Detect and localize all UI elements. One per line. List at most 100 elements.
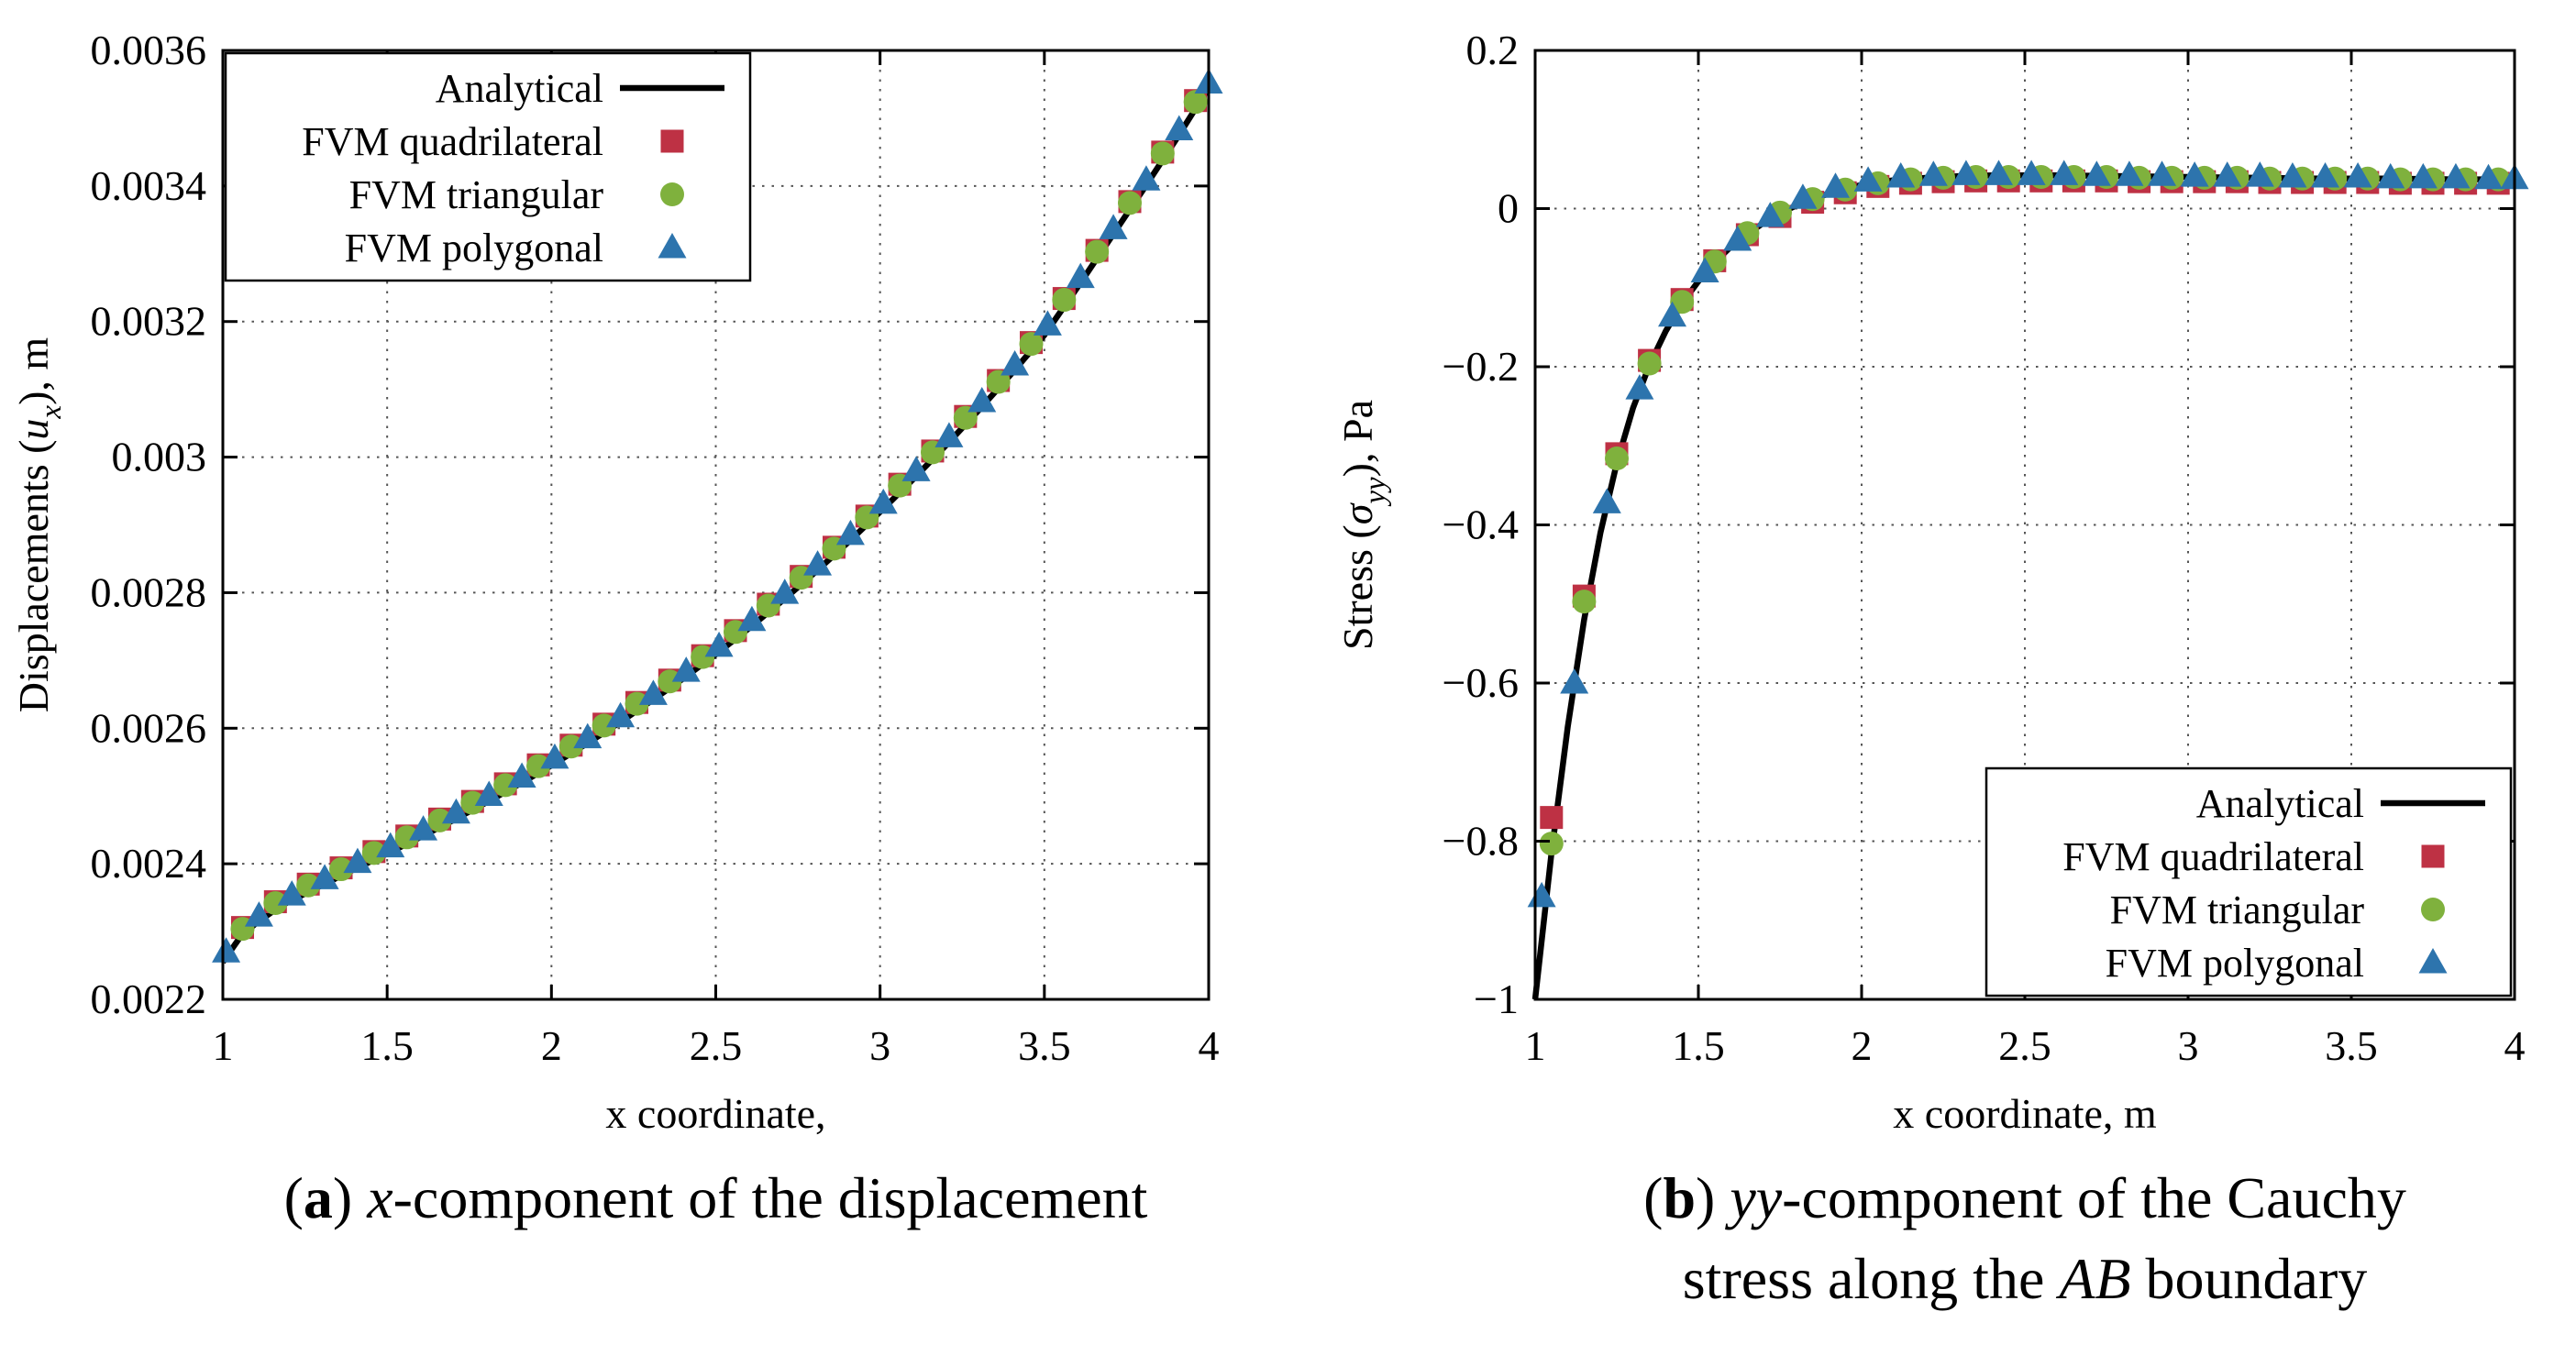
- tick-label: 3: [2178, 1022, 2199, 1069]
- tick-label: 0.0024: [91, 840, 207, 887]
- triangle-marker: [1165, 115, 1194, 140]
- triangle-marker: [2017, 160, 2046, 185]
- triangle-marker: [704, 631, 734, 657]
- triangle-marker: [1755, 202, 1785, 227]
- caption-line: (a) x-component of the displacement: [144, 1158, 1288, 1239]
- triangle-marker: [1951, 160, 1981, 185]
- triangle-marker: [2148, 160, 2177, 186]
- caption-text: -component of the Cauchy: [1782, 1165, 2406, 1230]
- triangle-marker: [1625, 374, 1654, 400]
- caption-b: (b) yy-component of the Cauchy stress alo…: [1288, 1158, 2575, 1320]
- tick-label: 3.5: [2325, 1022, 2378, 1069]
- circle-marker: [1183, 90, 1208, 115]
- legend-label: FVM polygonal: [345, 226, 603, 270]
- triangle-marker: [671, 656, 701, 682]
- caption-line: (b) yy-component of the Cauchy: [1475, 1158, 2575, 1239]
- tick-label: 1.5: [360, 1022, 414, 1069]
- caption-text: x: [367, 1165, 393, 1230]
- caption-text: boundary: [2130, 1246, 2368, 1312]
- legend-box: [224, 51, 752, 282]
- series-fvm-triangular: [1539, 165, 2511, 856]
- caption-line: stress along the AB boundary: [1475, 1239, 2575, 1319]
- caption-text: a: [303, 1165, 333, 1230]
- tick-label: −0.2: [1443, 343, 1519, 390]
- tick-label: 0.0034: [91, 162, 207, 209]
- triangle-marker: [507, 762, 536, 788]
- tick-label: 4: [2504, 1022, 2526, 1069]
- series-fvm-polygonal: [1527, 160, 2529, 908]
- tick-label: 1.5: [1672, 1022, 1725, 1069]
- triangle-marker: [540, 743, 569, 769]
- triangle-marker: [376, 832, 405, 858]
- circle-marker: [1605, 446, 1629, 471]
- caption-text: -component of the displacement: [392, 1165, 1148, 1230]
- triangle-marker: [2311, 162, 2340, 188]
- x-axis-label: x coordinate,: [605, 1090, 825, 1137]
- triangle-marker: [1886, 162, 1916, 188]
- triangle-marker: [1592, 488, 1621, 513]
- tick-label: 0.0032: [91, 298, 207, 345]
- triangle-marker: [606, 701, 636, 728]
- tick-label: 2: [541, 1022, 562, 1069]
- tick-label: −0.8: [1443, 818, 1519, 865]
- triangle-marker: [638, 679, 668, 705]
- triangle-marker: [1132, 165, 1161, 191]
- tick-label: 0.003: [112, 434, 207, 480]
- tick-label: −1: [1474, 976, 1519, 1022]
- y-tick-labels: 0.0022 0.0024 0.0026 0.0028 0.003 0.0032 0.003…: [91, 27, 207, 1022]
- tick-label: 2.5: [1998, 1022, 2051, 1069]
- triangle-marker: [212, 937, 241, 963]
- triangle-marker: [2115, 160, 2144, 186]
- tick-label: 0.0022: [91, 976, 207, 1022]
- y-axis-label: Displacements (ux), m: [10, 337, 68, 713]
- triangle-marker: [803, 550, 833, 576]
- triangle-marker: [573, 722, 603, 749]
- triangle-marker: [2408, 162, 2438, 189]
- circle-marker: [1150, 141, 1175, 166]
- x-tick-labels: 1 1.5 2 2.5 3 3.5 4: [213, 1022, 1220, 1069]
- triangle-marker: [2343, 162, 2372, 188]
- triangle-marker: [737, 605, 767, 632]
- circle-marker: [1539, 832, 1564, 856]
- tick-label: 4: [1199, 1022, 1220, 1069]
- circle-marker: [394, 825, 419, 850]
- triangle-marker: [244, 901, 273, 927]
- circle-marker: [1052, 288, 1077, 313]
- triangle-marker: [2441, 162, 2471, 189]
- tick-label: 3.5: [1018, 1022, 1071, 1069]
- triangle-marker: [2082, 160, 2111, 186]
- triangle-marker: [1033, 310, 1062, 336]
- caption-text: (: [1643, 1165, 1664, 1230]
- triangle-marker: [2050, 160, 2079, 185]
- tick-marks: [1533, 49, 2516, 1001]
- tick-label: 0.0026: [91, 704, 207, 751]
- tick-label: 3: [869, 1022, 890, 1069]
- tick-label: −0.6: [1443, 659, 1519, 706]
- triangle-marker: [658, 233, 687, 259]
- legend: Analytical FVM quadrilateral FVM triangula…: [1985, 766, 2513, 998]
- circle-marker: [1085, 239, 1110, 264]
- triangle-marker: [2474, 163, 2504, 190]
- series-fvm-polygonal: [212, 68, 1223, 963]
- triangle-marker: [1658, 301, 1687, 327]
- circle-marker: [526, 754, 550, 778]
- tick-label: 2.5: [690, 1022, 743, 1069]
- circle-marker: [591, 713, 616, 738]
- circle-marker: [660, 182, 684, 206]
- circle-marker: [1637, 351, 1662, 376]
- triangle-marker: [901, 456, 931, 481]
- displacement-chart: 1 1.5 2 2.5 3 3.5 40.00220.00240.00260.00280.0…: [10, 27, 1223, 1137]
- triangle-marker: [835, 519, 865, 546]
- caption-text: AB: [2059, 1246, 2131, 1312]
- triangle-marker: [770, 579, 800, 604]
- circle-marker: [427, 808, 452, 832]
- circle-marker: [493, 773, 518, 798]
- legend: Analytical FVM quadrilateral FVM triangula…: [224, 51, 752, 282]
- triangle-marker: [1853, 166, 1883, 192]
- circle-marker: [1118, 191, 1142, 215]
- triangle-marker: [967, 386, 997, 413]
- circle-marker: [986, 369, 1011, 394]
- x-axis-label: x coordinate, m: [1893, 1090, 2157, 1137]
- circle-marker: [558, 734, 583, 759]
